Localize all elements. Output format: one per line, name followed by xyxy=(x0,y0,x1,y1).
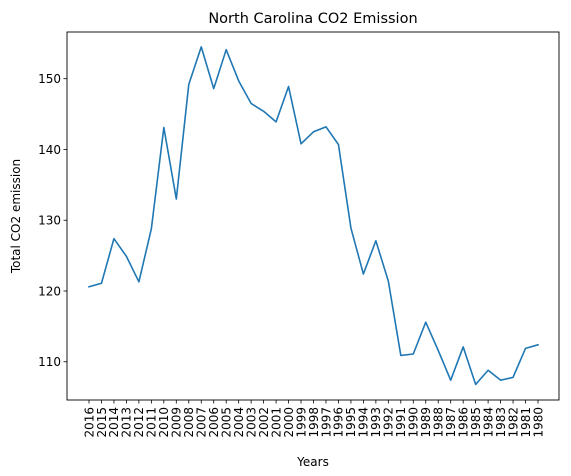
plot-area xyxy=(67,32,559,400)
y-tick-label: 130 xyxy=(38,214,61,228)
x-tick-label: 1980 xyxy=(531,407,545,438)
x-tick-label: 1993 xyxy=(369,407,383,438)
x-tick-label: 2006 xyxy=(207,407,221,438)
x-tick-label: 1994 xyxy=(357,407,371,438)
y-axis-label: Total CO2 emission xyxy=(9,159,23,274)
x-tick-label: 1987 xyxy=(444,407,458,438)
x-axis-ticks: 2016201520142013201220112010200920082007… xyxy=(82,400,545,438)
x-tick-label: 2012 xyxy=(132,407,146,438)
x-tick-label: 2010 xyxy=(157,407,171,438)
x-tick-label: 1999 xyxy=(294,407,308,438)
x-tick-label: 1989 xyxy=(419,407,433,438)
y-tick-label: 150 xyxy=(38,72,61,86)
x-tick-label: 1996 xyxy=(332,407,346,438)
y-tick-label: 110 xyxy=(38,355,61,369)
series-line xyxy=(88,46,539,386)
x-tick-label: 2009 xyxy=(170,407,184,438)
chart-title: North Carolina CO2 Emission xyxy=(208,11,417,27)
x-tick-label: 2000 xyxy=(282,407,296,438)
x-tick-label: 2003 xyxy=(244,407,258,438)
x-tick-label: 1986 xyxy=(456,407,470,438)
x-tick-label: 2007 xyxy=(195,407,209,438)
x-tick-label: 2001 xyxy=(269,407,283,438)
x-tick-label: 1995 xyxy=(344,407,358,438)
x-tick-label: 2013 xyxy=(120,407,134,438)
x-tick-label: 2008 xyxy=(182,407,196,438)
y-axis-ticks: 110 120 130 140 150 xyxy=(38,72,67,369)
x-tick-label: 1983 xyxy=(494,407,508,438)
x-tick-label: 1988 xyxy=(432,407,446,438)
x-tick-label: 1982 xyxy=(506,407,520,438)
x-tick-label: 1984 xyxy=(481,407,495,438)
x-tick-label: 1985 xyxy=(469,407,483,438)
y-tick-label: 120 xyxy=(38,284,61,298)
x-tick-label: 1981 xyxy=(519,407,533,438)
x-tick-label: 1997 xyxy=(319,407,333,438)
x-tick-label: 1990 xyxy=(407,407,421,438)
x-tick-label: 2005 xyxy=(219,407,233,438)
x-tick-label: 1992 xyxy=(382,407,396,438)
x-tick-label: 2016 xyxy=(82,407,96,438)
x-tick-label: 1998 xyxy=(307,407,321,438)
x-tick-label: 2004 xyxy=(232,407,246,438)
x-tick-label: 2015 xyxy=(95,407,109,438)
x-axis-label: Years xyxy=(296,455,329,469)
plot-frame xyxy=(66,31,560,401)
x-tick-label: 2011 xyxy=(145,407,159,438)
x-tick-label: 2002 xyxy=(257,407,271,438)
y-tick-label: 140 xyxy=(38,143,61,157)
x-tick-label: 2014 xyxy=(107,407,121,438)
x-tick-label: 1991 xyxy=(394,407,408,438)
